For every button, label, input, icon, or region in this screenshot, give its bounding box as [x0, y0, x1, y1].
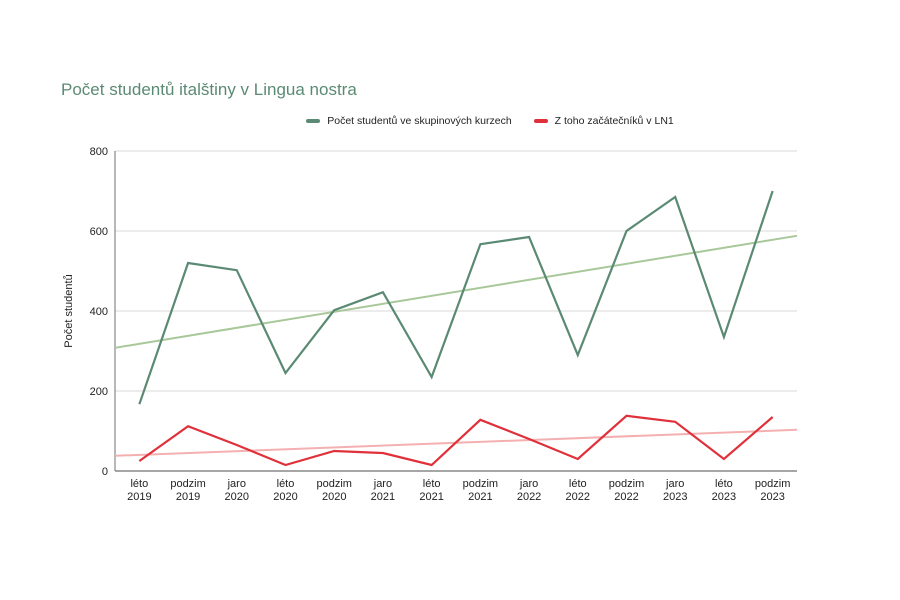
- series-line-1: [138, 414, 774, 467]
- x-tick-label: podzim 2020: [316, 478, 351, 503]
- x-tick-label: jaro 2022: [517, 478, 541, 503]
- series-line-0: [138, 190, 774, 405]
- x-tick-label: podzim 2023: [755, 478, 790, 503]
- x-tick-label: léto 2021: [419, 478, 443, 503]
- legend-item-group-students[interactable]: Počet studentů ve skupinových kurzech: [306, 115, 512, 127]
- x-tick-label: jaro 2021: [371, 478, 395, 503]
- x-tick-label: jaro 2020: [225, 478, 249, 503]
- y-tick-label: 400: [90, 306, 108, 318]
- x-tick-label: léto 2023: [712, 478, 736, 503]
- legend-swatch-red: [533, 119, 548, 123]
- y-tick-label: 200: [90, 386, 108, 398]
- trendline-0: [114, 234, 798, 349]
- y-tick-label: 0: [102, 466, 108, 478]
- x-tick-label: podzim 2022: [609, 478, 644, 503]
- x-tick-label: jaro 2023: [663, 478, 687, 503]
- x-tick-label: léto 2022: [566, 478, 590, 503]
- y-tick-label: 800: [90, 146, 108, 158]
- y-tick-label: 600: [90, 226, 108, 238]
- y-axis-label: Počet studentů: [63, 274, 75, 347]
- legend-label: Z toho začátečníků v LN1: [554, 115, 674, 127]
- x-tick-label: podzim 2019: [170, 478, 205, 503]
- x-tick-label: léto 2020: [273, 478, 297, 503]
- legend-swatch-green: [306, 119, 321, 123]
- chart-title: Počet studentů italštiny v Lingua nostra: [61, 80, 357, 99]
- x-tick-label: léto 2019: [127, 478, 151, 503]
- legend-item-beginners[interactable]: Z toho začátečníků v LN1: [533, 115, 674, 127]
- legend-label: Počet studentů ve skupinových kurzech: [327, 115, 512, 127]
- x-tick-label: podzim 2021: [463, 478, 498, 503]
- legend: Počet studentů ve skupinových kurzech Z …: [0, 115, 900, 127]
